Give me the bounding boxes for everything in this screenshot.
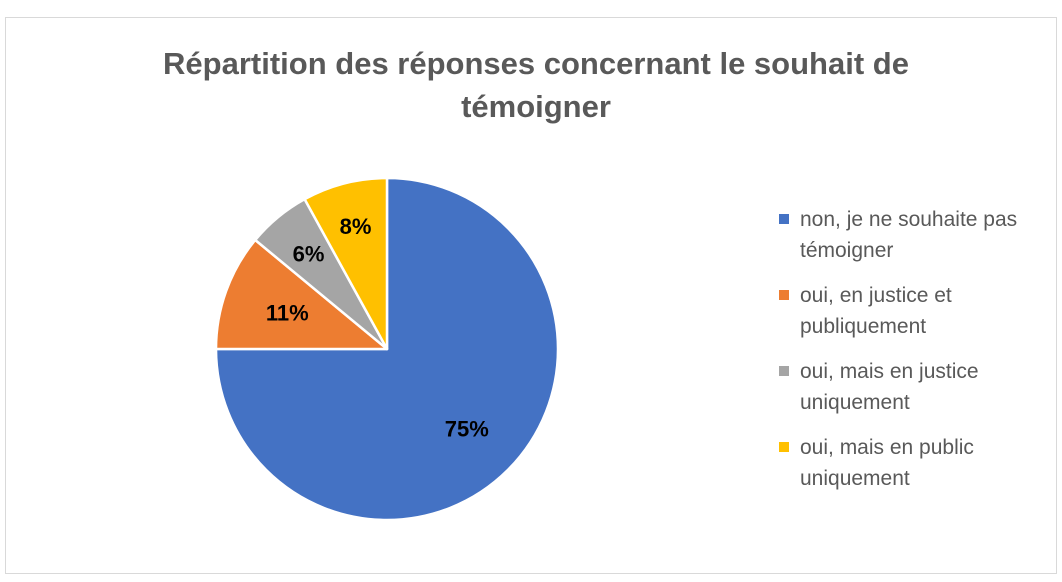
pie-slice <box>303 176 389 351</box>
legend-item: oui, en justice et publiquement <box>779 280 1059 342</box>
data-label: 75% <box>445 416 489 441</box>
legend-swatch <box>779 290 789 300</box>
legend-swatch <box>779 214 789 224</box>
pie-slice <box>214 176 560 522</box>
pie-slice <box>214 238 389 351</box>
legend-swatch <box>779 442 789 452</box>
chart-title: Répartition des réponses concernant le s… <box>163 46 909 124</box>
legend-label: oui, mais en justice uniquement <box>800 360 979 414</box>
data-label: 6% <box>293 242 325 267</box>
legend-label: non, je ne souhaite pas témoigner <box>800 208 1018 262</box>
legend-label: oui, mais en public uniquement <box>800 436 974 490</box>
data-label: 8% <box>340 214 372 239</box>
legend-item: non, je ne souhaite pas témoigner <box>779 204 1059 266</box>
legend-swatch <box>779 366 789 376</box>
legend: non, je ne souhaite pas témoigner oui, e… <box>779 204 1059 508</box>
legend-item: oui, mais en justice uniquement <box>779 356 1059 418</box>
data-label: 11% <box>266 301 309 326</box>
legend-label: oui, en justice et publiquement <box>800 284 952 338</box>
legend-item: oui, mais en public uniquement <box>779 432 1059 494</box>
